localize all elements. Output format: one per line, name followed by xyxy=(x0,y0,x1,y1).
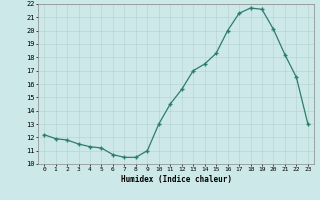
X-axis label: Humidex (Indice chaleur): Humidex (Indice chaleur) xyxy=(121,175,231,184)
